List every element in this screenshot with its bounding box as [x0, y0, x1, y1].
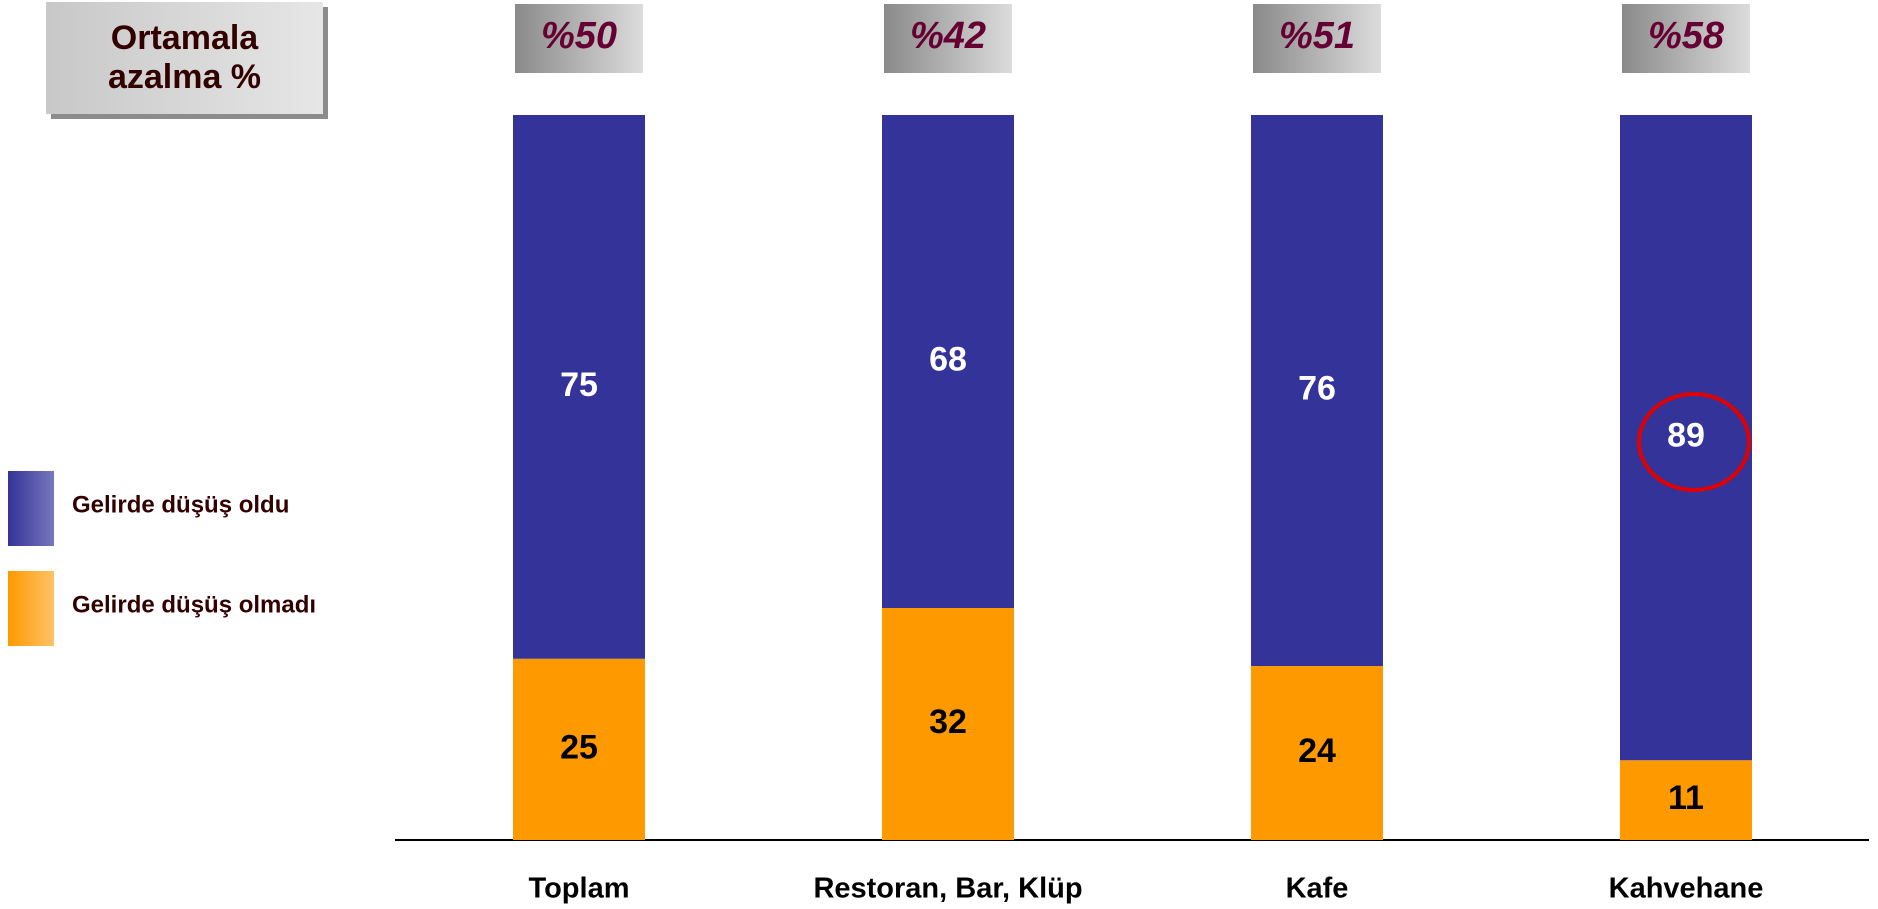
bar-segment — [1620, 760, 1752, 840]
bar-segment — [513, 658, 645, 840]
data-label: 11 — [1668, 779, 1704, 817]
bar-segment — [513, 115, 645, 659]
annotation: %42 — [910, 15, 986, 57]
annotation-box — [1253, 4, 1381, 73]
data-label: 32 — [929, 703, 967, 741]
x-tick-label: Kahvehane — [1609, 873, 1764, 905]
annotation-box — [884, 4, 1012, 73]
bar-segment — [1620, 115, 1752, 761]
annotation-box — [515, 4, 643, 73]
data-label: 76 — [1298, 369, 1336, 407]
data-label: 24 — [1298, 732, 1336, 770]
legend-swatch — [8, 571, 54, 646]
legend-label: Gelirde düşüş olmadı — [72, 591, 316, 618]
bar-segment — [882, 608, 1014, 840]
data-label: 68 — [929, 340, 967, 378]
annotation: %50 — [541, 15, 617, 57]
legend-swatch — [8, 471, 54, 546]
x-tick-label: Toplam — [529, 873, 630, 905]
bar-segment — [882, 115, 1014, 608]
annotation: %58 — [1648, 15, 1725, 57]
highlight-circle — [1637, 392, 1751, 492]
x-tick-label: Restoran, Bar, Klüp — [813, 873, 1082, 905]
x-tick-label: Kafe — [1286, 873, 1349, 905]
annotation-box — [1622, 4, 1750, 73]
data-label: 89 — [1667, 417, 1705, 455]
data-label: 75 — [560, 366, 598, 404]
annotation: %51 — [1279, 15, 1355, 57]
data-label: 25 — [560, 728, 598, 766]
legend-label: Gelirde düşüş oldu — [72, 491, 289, 518]
bar-segment — [1251, 666, 1383, 840]
bar-segment — [1251, 115, 1383, 666]
chart-title: Ortamala azalma % — [46, 2, 323, 114]
